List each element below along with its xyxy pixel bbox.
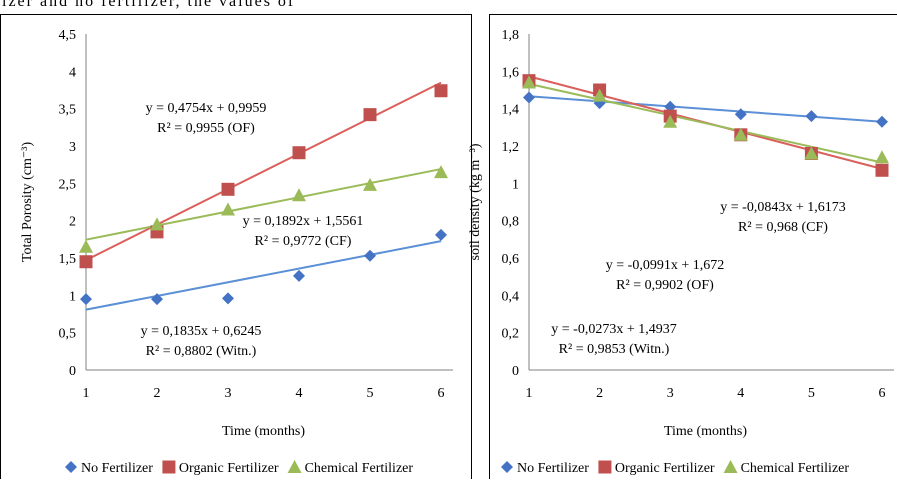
density-legend-marker-1 xyxy=(598,460,612,474)
porosity-y-tick-label: 2 xyxy=(69,215,76,230)
porosity-legend-label-2: Chemical Fertilizer xyxy=(305,461,414,476)
porosity-x-tick-label: 3 xyxy=(225,386,232,401)
caption-fragment-text: izer and no fertilizer, the values of xyxy=(2,0,296,10)
porosity-x-tick-label: 5 xyxy=(367,386,374,401)
density-x-tick-label: 3 xyxy=(667,386,674,401)
density-legend-marker-0 xyxy=(501,461,513,473)
porosity-point-s2-4 xyxy=(292,188,306,202)
porosity-point-s2-6 xyxy=(434,165,448,179)
density-legend-label-1: Organic Fertilizer xyxy=(615,461,715,476)
porosity-y-tick-label: 1 xyxy=(69,289,76,304)
porosity-point-s0-5 xyxy=(364,249,376,262)
density-equation-2: y = -0,0273x + 1,4937 xyxy=(551,322,676,337)
porosity-point-s1-4 xyxy=(292,146,306,160)
density-y-tick-label: 1,6 xyxy=(502,65,520,80)
density-equation-1: y = -0,0991x + 1,672 xyxy=(606,258,724,273)
density-y-tick-label: 0,6 xyxy=(502,252,520,267)
porosity-r2-0: R² = 0,9955 (OF) xyxy=(157,121,255,136)
density-y-tick-label: 0 xyxy=(512,364,519,379)
porosity-x-tick-label: 2 xyxy=(154,386,161,401)
porosity-legend-label-1: Organic Fertilizer xyxy=(179,461,279,476)
porosity-x-tick-label: 1 xyxy=(83,386,90,401)
porosity-legend-label-0: No Fertilizer xyxy=(81,461,153,476)
porosity-legend-marker-2 xyxy=(287,460,302,473)
caption-fragment: izer and no fertilizer, the values of xyxy=(0,0,897,16)
density-chart-panel: 0 0,2 0,4 0,6 0,8 1 1,2 1,4 1,6 1,8 1 2 3 4 5 6 Time (mo… xyxy=(468,14,897,479)
density-x-tick-label: 4 xyxy=(737,386,744,401)
porosity-equation-0: y = 0,4754x + 0,9959 xyxy=(146,101,267,116)
density-r2-0: R² = 0,968 (CF) xyxy=(738,220,828,235)
porosity-point-s2-1 xyxy=(79,239,93,253)
porosity-trendline-2 xyxy=(85,168,442,241)
density-trendline-2 xyxy=(528,82,883,164)
density-point-s0-4 xyxy=(734,108,747,121)
porosity-y-tick-label: 4,5 xyxy=(59,28,77,43)
porosity-y-tick-label: 3,5 xyxy=(59,103,77,118)
porosity-y-tick-label: 0 xyxy=(69,364,76,379)
density-point-s2-5 xyxy=(804,146,819,160)
porosity-point-s2-3 xyxy=(221,202,235,216)
density-r2-1: R² = 0,9902 (OF) xyxy=(616,278,714,293)
density-point-s0-5 xyxy=(805,110,818,123)
porosity-legend-marker-0 xyxy=(65,461,77,473)
porosity-point-s0-4 xyxy=(293,269,305,282)
density-point-s2-1 xyxy=(522,75,536,89)
porosity-y-tick-label: 0,5 xyxy=(59,327,77,342)
density-x-tick-label: 6 xyxy=(879,386,886,401)
porosity-r2-1: R² = 0,9772 (CF) xyxy=(255,234,352,249)
density-y-tick-label: 1,8 xyxy=(502,28,520,43)
porosity-y-axis-label: Total Porosity (cm⁻³) xyxy=(20,142,35,263)
density-chart: 0 0,2 0,4 0,6 0,8 1 1,2 1,4 1,6 1,8 1 2 3 4 5 6 Time (mo… xyxy=(468,28,894,476)
porosity-x-tick-label: 4 xyxy=(296,386,303,401)
porosity-point-s1-1 xyxy=(79,255,93,269)
density-point-s2-6 xyxy=(875,150,889,164)
density-x-tick-label: 2 xyxy=(596,386,603,401)
density-legend-label-2: Chemical Fertilizer xyxy=(741,461,850,476)
density-y-tick-label: 0,2 xyxy=(502,327,520,342)
density-y-tick-label: 1,4 xyxy=(502,103,520,118)
density-point-s1-6 xyxy=(875,163,889,177)
porosity-chart: 0 0,5 1 1,5 2 2,5 3 3,5 4 4,5 1 2 3 4 5 6 Time (months) T… xyxy=(20,28,453,476)
density-y-tick-label: 1 xyxy=(512,177,519,192)
density-y-tick-label: 0,8 xyxy=(502,215,520,230)
porosity-point-s1-5 xyxy=(363,108,377,122)
density-point-s2-4 xyxy=(733,127,748,141)
porosity-r2-2: R² = 0,8802 (Witn.) xyxy=(146,344,257,359)
density-equation-0: y = -0,0843x + 1,6173 xyxy=(720,200,845,215)
density-y-tick-label: 1,2 xyxy=(502,140,520,155)
porosity-point-s1-3 xyxy=(221,182,235,196)
density-y-tick-label: 0,4 xyxy=(502,289,520,304)
density-point-s0-1 xyxy=(523,91,535,104)
density-point-s2-2 xyxy=(592,88,607,102)
porosity-trendline-1 xyxy=(85,81,442,262)
porosity-y-tick-label: 1,5 xyxy=(59,252,77,267)
density-x-tick-label: 1 xyxy=(526,386,533,401)
porosity-point-s2-5 xyxy=(363,177,377,191)
density-x-tick-label: 5 xyxy=(808,386,815,401)
density-point-s0-6 xyxy=(876,115,888,128)
porosity-y-tick-label: 3 xyxy=(69,140,76,155)
porosity-equation-2: y = 0,1835x + 0,6245 xyxy=(141,324,262,339)
porosity-x-axis-label: Time (months) xyxy=(222,424,305,439)
density-legend-label-0: No Fertilizer xyxy=(517,461,589,476)
porosity-point-s0-3 xyxy=(222,292,234,305)
density-x-axis-label: Time (months) xyxy=(664,424,747,439)
porosity-point-s1-6 xyxy=(434,84,448,98)
porosity-y-tick-label: 2,5 xyxy=(59,177,77,192)
density-point-s2-3 xyxy=(663,114,678,128)
porosity-trendline-0 xyxy=(85,240,442,311)
porosity-chart-panel: 0 0,5 1 1,5 2 2,5 3 3,5 4 4,5 1 2 3 4 5 6 Time (months) T… xyxy=(0,14,472,479)
density-y-axis-label: soil density (kg m⁻³) xyxy=(468,143,483,260)
porosity-equation-1: y = 0,1892x + 1,5561 xyxy=(243,214,364,229)
density-r2-2: R² = 0,9853 (Witn.) xyxy=(559,342,670,357)
density-legend-marker-2 xyxy=(723,460,738,473)
porosity-y-tick-label: 4 xyxy=(69,65,76,80)
porosity-legend-marker-1 xyxy=(162,460,176,474)
porosity-point-s0-2 xyxy=(151,293,163,306)
porosity-point-s0-6 xyxy=(435,228,447,241)
porosity-point-s0-1 xyxy=(80,293,92,306)
porosity-x-tick-label: 6 xyxy=(438,386,445,401)
porosity-point-s2-2 xyxy=(150,217,164,231)
density-trendline-0 xyxy=(528,95,883,123)
